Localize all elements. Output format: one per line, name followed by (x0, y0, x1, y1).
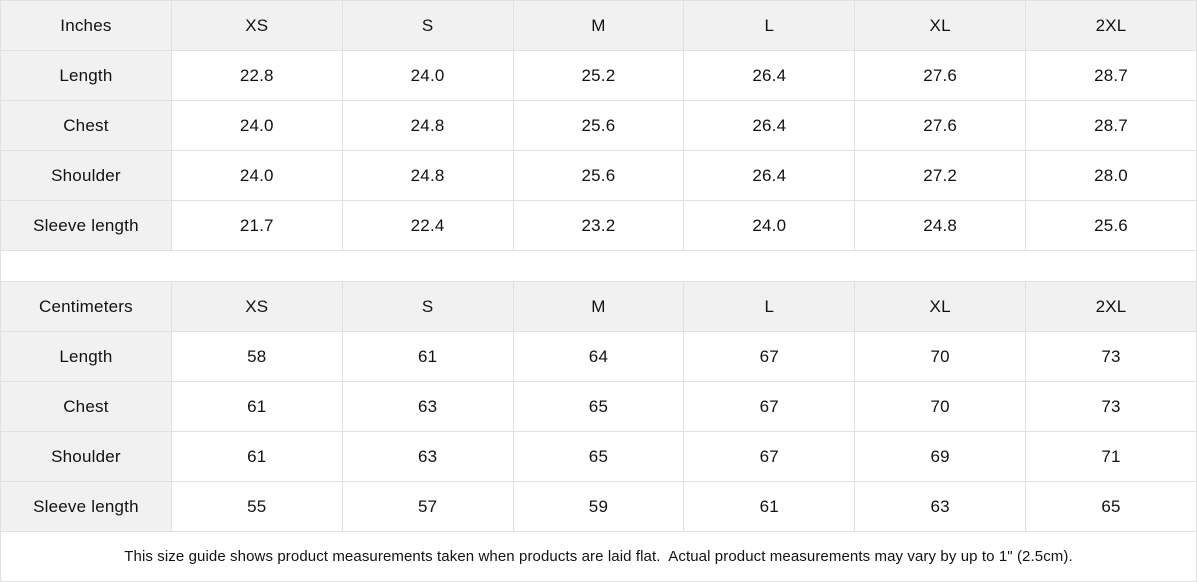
size-value-cell: 22.4 (341, 200, 514, 251)
table-header-row: Centimeters XS S M L XL 2XL (0, 281, 1197, 332)
size-value-cell: 71 (1025, 431, 1197, 482)
row-label-cell: Chest (0, 381, 172, 432)
size-value-cell: 61 (683, 481, 856, 532)
size-value-cell: 24.8 (341, 100, 514, 151)
table-header-row: Inches XS S M L XL 2XL (0, 0, 1197, 51)
size-value-cell: 25.2 (512, 50, 685, 101)
row-label-cell: Chest (0, 100, 172, 151)
size-header-cell: 2XL (1025, 281, 1197, 332)
size-value-cell: 67 (683, 431, 856, 482)
size-value-cell: 27.2 (854, 150, 1027, 201)
size-value-cell: 73 (1025, 331, 1197, 382)
size-value-cell: 65 (1025, 481, 1197, 532)
size-guide-note: This size guide shows product measuremen… (0, 532, 1197, 582)
row-label-cell: Shoulder (0, 431, 172, 482)
size-value-cell: 65 (512, 431, 685, 482)
size-value-cell: 67 (683, 381, 856, 432)
table-row: Sleeve length 21.7 22.4 23.2 24.0 24.8 2… (0, 200, 1197, 251)
table-row: Length 22.8 24.0 25.2 26.4 27.6 28.7 (0, 50, 1197, 101)
table-row: Chest 24.0 24.8 25.6 26.4 27.6 28.7 (0, 100, 1197, 151)
size-value-cell: 25.6 (1025, 200, 1197, 251)
size-value-cell: 61 (170, 431, 343, 482)
size-value-cell: 69 (854, 431, 1027, 482)
size-header-cell: M (512, 0, 685, 51)
table-row: Shoulder 61 63 65 67 69 71 (0, 431, 1197, 482)
size-value-cell: 27.6 (854, 50, 1027, 101)
size-value-cell: 25.6 (512, 100, 685, 151)
table-row: Sleeve length 55 57 59 61 63 65 (0, 481, 1197, 532)
size-header-cell: 2XL (1025, 0, 1197, 51)
size-value-cell: 27.6 (854, 100, 1027, 151)
size-value-cell: 24.8 (341, 150, 514, 201)
size-value-cell: 70 (854, 381, 1027, 432)
size-value-cell: 73 (1025, 381, 1197, 432)
size-value-cell: 70 (854, 331, 1027, 382)
size-header-cell: S (341, 281, 514, 332)
row-label-cell: Sleeve length (0, 481, 172, 532)
size-value-cell: 61 (170, 381, 343, 432)
size-value-cell: 24.0 (341, 50, 514, 101)
size-value-cell: 23.2 (512, 200, 685, 251)
row-label-cell: Length (0, 331, 172, 382)
size-table-centimeters: Centimeters XS S M L XL 2XL Length 58 61… (0, 281, 1197, 532)
size-value-cell: 21.7 (170, 200, 343, 251)
size-value-cell: 24.0 (683, 200, 856, 251)
size-value-cell: 25.6 (512, 150, 685, 201)
size-table-inches: Inches XS S M L XL 2XL Length 22.8 24.0 … (0, 0, 1197, 251)
size-value-cell: 28.0 (1025, 150, 1197, 201)
table-row: Shoulder 24.0 24.8 25.6 26.4 27.2 28.0 (0, 150, 1197, 201)
size-header-cell: XS (170, 0, 343, 51)
size-value-cell: 67 (683, 331, 856, 382)
size-value-cell: 24.0 (170, 100, 343, 151)
size-header-cell: XL (854, 0, 1027, 51)
size-header-cell: L (683, 281, 856, 332)
size-value-cell: 63 (341, 431, 514, 482)
size-value-cell: 26.4 (683, 50, 856, 101)
size-value-cell: 26.4 (683, 100, 856, 151)
size-header-cell: S (341, 0, 514, 51)
size-value-cell: 22.8 (170, 50, 343, 101)
size-value-cell: 26.4 (683, 150, 856, 201)
table-gap (0, 251, 1197, 281)
size-value-cell: 24.8 (854, 200, 1027, 251)
size-value-cell: 24.0 (170, 150, 343, 201)
size-header-cell: M (512, 281, 685, 332)
size-header-cell: XS (170, 281, 343, 332)
row-label-cell: Sleeve length (0, 200, 172, 251)
size-value-cell: 28.7 (1025, 50, 1197, 101)
table-row: Chest 61 63 65 67 70 73 (0, 381, 1197, 432)
size-value-cell: 55 (170, 481, 343, 532)
size-value-cell: 61 (341, 331, 514, 382)
size-header-cell: L (683, 0, 856, 51)
size-value-cell: 57 (341, 481, 514, 532)
row-label-cell: Length (0, 50, 172, 101)
size-value-cell: 58 (170, 331, 343, 382)
unit-header-cell: Centimeters (0, 281, 172, 332)
size-value-cell: 59 (512, 481, 685, 532)
size-value-cell: 28.7 (1025, 100, 1197, 151)
size-header-cell: XL (854, 281, 1027, 332)
size-value-cell: 63 (341, 381, 514, 432)
table-row: Length 58 61 64 67 70 73 (0, 331, 1197, 382)
size-value-cell: 63 (854, 481, 1027, 532)
row-label-cell: Shoulder (0, 150, 172, 201)
unit-header-cell: Inches (0, 0, 172, 51)
size-value-cell: 65 (512, 381, 685, 432)
size-value-cell: 64 (512, 331, 685, 382)
